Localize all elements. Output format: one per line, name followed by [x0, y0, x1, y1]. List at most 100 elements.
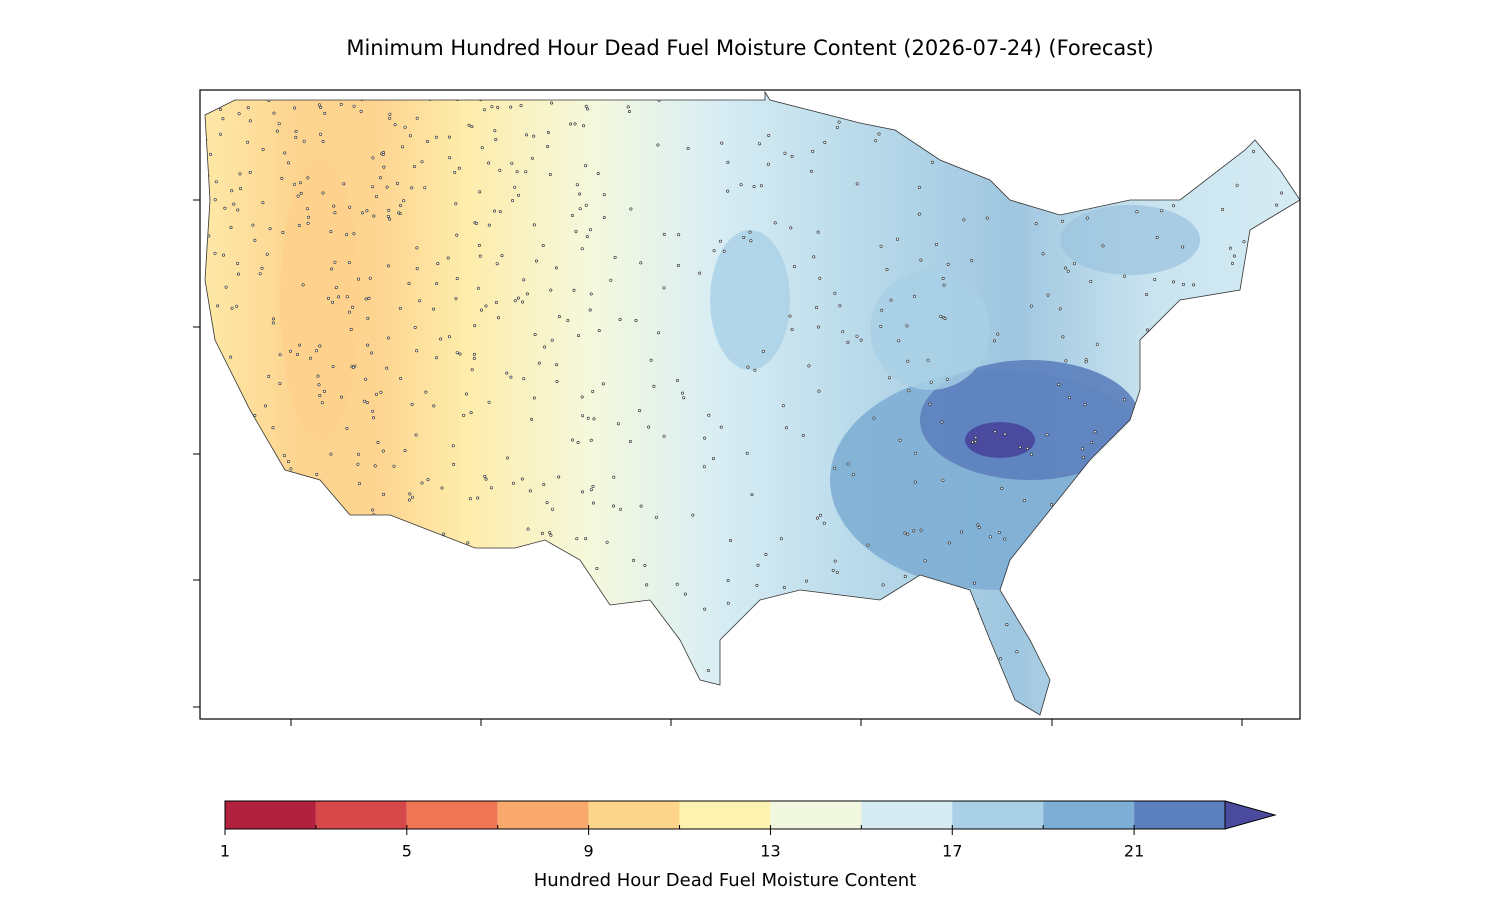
- station: [919, 528, 923, 532]
- station: [833, 559, 837, 563]
- station: [494, 138, 498, 142]
- station: [881, 583, 885, 587]
- station: [1066, 269, 1070, 273]
- station: [586, 610, 590, 614]
- station: [326, 296, 330, 300]
- colorbar-segment: [225, 801, 316, 829]
- station: [368, 276, 372, 280]
- station: [1258, 119, 1262, 123]
- station: [451, 444, 455, 448]
- station: [1107, 586, 1111, 590]
- station: [815, 306, 819, 310]
- station: [559, 661, 563, 665]
- station: [1061, 335, 1065, 339]
- station: [267, 374, 271, 378]
- colorbar-segment: [1134, 801, 1225, 829]
- station: [855, 334, 859, 338]
- station: [728, 538, 732, 542]
- station: [792, 265, 796, 269]
- station: [816, 230, 820, 234]
- station: [643, 563, 647, 567]
- station: [320, 681, 324, 685]
- station: [711, 457, 715, 461]
- station: [560, 662, 564, 666]
- station: [332, 204, 336, 208]
- station: [532, 134, 536, 138]
- colorbar-label: Hundred Hour Dead Fuel Moisture Content: [534, 870, 917, 891]
- station: [783, 151, 787, 155]
- station: [1039, 586, 1043, 590]
- station: [510, 161, 514, 165]
- station: [524, 133, 528, 137]
- station: [1112, 626, 1116, 630]
- station: [454, 202, 458, 206]
- station: [790, 327, 794, 331]
- station: [219, 132, 223, 136]
- station: [426, 478, 430, 482]
- station: [1217, 498, 1221, 502]
- station: [555, 363, 559, 367]
- station: [235, 465, 239, 469]
- station: [1165, 166, 1169, 170]
- station: [215, 582, 219, 586]
- station: [1212, 634, 1216, 638]
- colorbar: 1 5 9 13 17 21: [220, 800, 1277, 861]
- station: [1225, 549, 1229, 553]
- station: [329, 452, 333, 456]
- station: [378, 695, 382, 699]
- station: [617, 665, 621, 669]
- station: [1081, 455, 1085, 459]
- title: Minimum Hundred Hour Dead Fuel Moisture …: [346, 36, 1153, 60]
- station: [403, 648, 407, 652]
- station: [476, 611, 480, 615]
- station: [967, 152, 971, 156]
- station: [403, 449, 407, 453]
- station: [398, 306, 402, 310]
- station: [387, 208, 391, 212]
- station: [644, 698, 648, 702]
- station: [1261, 561, 1265, 565]
- station: [1229, 458, 1233, 462]
- station: [377, 664, 381, 668]
- station: [380, 650, 384, 654]
- station: [555, 379, 559, 383]
- station: [278, 382, 282, 386]
- station: [929, 380, 933, 384]
- station: [586, 416, 590, 420]
- station: [299, 191, 303, 195]
- station: [752, 627, 756, 631]
- station: [1094, 655, 1098, 659]
- station: [447, 335, 451, 339]
- station: [1101, 244, 1105, 248]
- station: [356, 277, 360, 281]
- station: [370, 559, 374, 563]
- station: [517, 193, 521, 197]
- station: [408, 134, 412, 138]
- station: [337, 567, 341, 571]
- station: [629, 207, 633, 211]
- station: [505, 670, 509, 674]
- station: [573, 122, 577, 126]
- station: [396, 550, 400, 554]
- station: [1042, 145, 1046, 149]
- station: [541, 244, 545, 248]
- station: [471, 628, 475, 632]
- station: [536, 696, 540, 700]
- station: [489, 486, 493, 490]
- colorbar-segment: [588, 801, 680, 829]
- colorbar-tick-label: 1: [220, 842, 230, 861]
- station: [605, 540, 609, 544]
- station: [726, 601, 730, 605]
- station: [971, 440, 975, 444]
- station: [389, 586, 393, 590]
- station: [947, 541, 951, 545]
- station: [1273, 598, 1277, 602]
- station: [308, 356, 312, 360]
- station: [294, 129, 298, 133]
- station: [212, 351, 216, 355]
- station: [662, 232, 666, 236]
- station: [703, 436, 707, 440]
- station: [779, 537, 783, 541]
- station: [1285, 677, 1289, 681]
